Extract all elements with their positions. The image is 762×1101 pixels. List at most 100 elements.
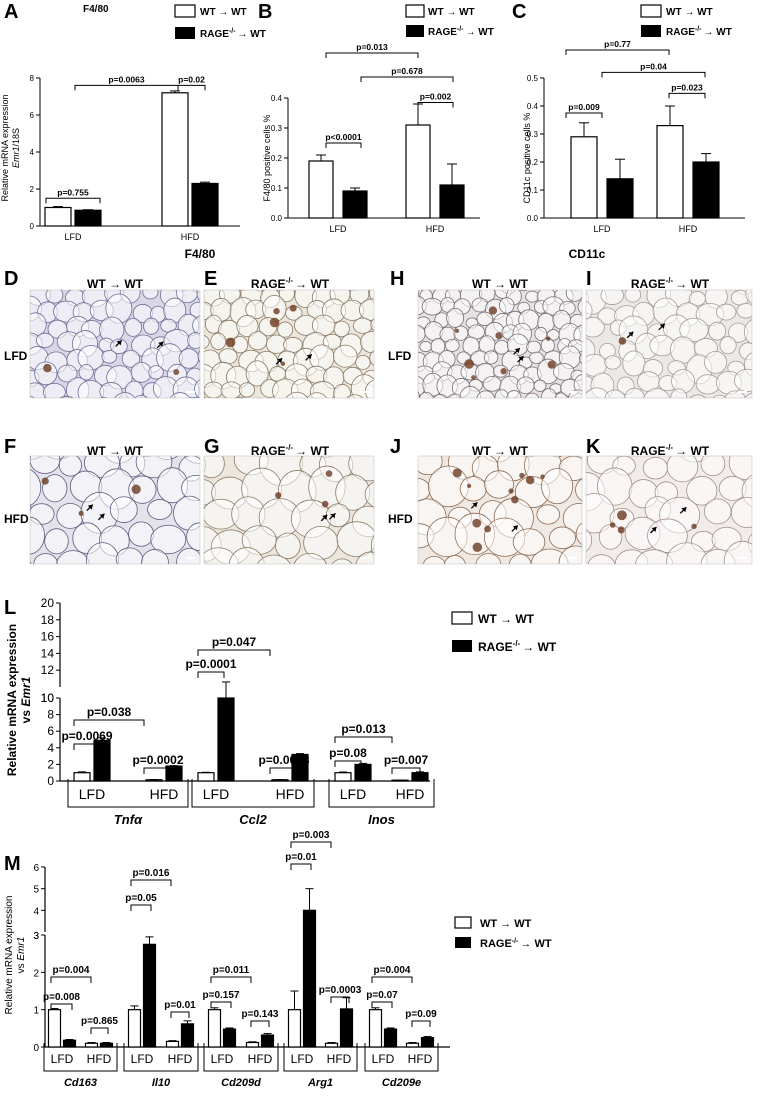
- p-value-label: p=0.002: [420, 92, 452, 102]
- adipocyte: [134, 394, 149, 398]
- bar-rage: [99, 1042, 114, 1048]
- adipocyte: [130, 361, 152, 383]
- significance-bracket: [74, 84, 179, 91]
- x-tick-label: HFD: [276, 786, 305, 802]
- significance-bracket: [50, 976, 92, 983]
- legend-rage-swatch: [175, 27, 195, 39]
- micro-label-k: RAGE-/- → WT: [631, 443, 710, 458]
- adipocyte: [422, 555, 446, 564]
- adipocyte: [728, 456, 752, 480]
- adipocyte: [346, 394, 364, 398]
- adipocyte: [418, 324, 426, 343]
- adipocyte: [209, 401, 232, 420]
- x-tick-label: HFD: [168, 1052, 193, 1066]
- bar-wt: [165, 1040, 180, 1048]
- adipocyte: [597, 415, 631, 454]
- p-value-label: p=0.157: [203, 990, 240, 1001]
- adipocyte: [257, 554, 291, 564]
- adipocyte: [436, 271, 455, 287]
- row-label-lfd-right: LFD: [388, 349, 412, 363]
- y-tick-label: 3: [33, 931, 39, 942]
- bar-rage: [165, 765, 183, 782]
- x-tick-label: LFD: [203, 786, 229, 802]
- adipocyte: [426, 275, 439, 288]
- panel-a-ylabel-2: Emr1/18S: [11, 128, 21, 168]
- adipocyte: [58, 456, 82, 477]
- adipocyte: [447, 393, 463, 398]
- stain-spot: [325, 470, 333, 477]
- adipocyte: [737, 416, 762, 455]
- x-tick-label: LFD: [64, 232, 82, 242]
- adipocyte: [708, 321, 727, 341]
- f480-section-title: F4/80: [185, 247, 216, 261]
- significance-bracket: [334, 760, 362, 767]
- adipocyte: [75, 400, 96, 417]
- legend-wt-label: WT → WT: [666, 7, 713, 18]
- adipocyte: [247, 331, 268, 351]
- micro-label-e: RAGE-/- → WT: [251, 276, 330, 291]
- stain-spot: [78, 510, 84, 516]
- adipocyte: [156, 456, 179, 460]
- significance-bracket: [411, 1020, 431, 1027]
- adipocyte: [220, 381, 242, 398]
- adipocyte: [538, 418, 571, 451]
- adipocyte: [355, 354, 371, 370]
- adipocyte: [309, 381, 336, 398]
- bar-rage: [302, 909, 317, 1048]
- y-tick-label: 0: [47, 774, 54, 788]
- adipocyte: [197, 349, 200, 364]
- bar-rage: [93, 739, 111, 782]
- adipocyte: [597, 267, 617, 287]
- x-tick-label: HFD: [426, 224, 445, 234]
- stain-spot: [452, 468, 462, 478]
- gene-label: Ccl2: [239, 812, 267, 827]
- adipocyte: [293, 553, 327, 564]
- adipocyte: [141, 549, 169, 564]
- adipocyte: [148, 365, 164, 380]
- adipocyte: [554, 392, 568, 398]
- adipocyte: [624, 290, 642, 303]
- p-value-label: p=0.0003: [258, 753, 309, 767]
- y-tick-label: 5: [33, 885, 39, 896]
- adipocyte: [277, 321, 294, 338]
- adipocyte: [245, 360, 269, 387]
- adipocyte: [121, 349, 141, 368]
- y-tick-label: 20: [41, 596, 55, 610]
- legend-rage-swatch: [641, 25, 661, 37]
- adipocyte: [586, 317, 605, 338]
- adipocyte: [567, 389, 582, 398]
- stain-spot: [131, 484, 141, 494]
- stain-spot: [609, 522, 616, 528]
- arrow-head: [116, 340, 122, 346]
- legend-rage-swatch: [452, 640, 472, 652]
- y-tick-label: 0.3: [271, 124, 283, 133]
- adipocyte: [60, 271, 78, 288]
- significance-bracket: [73, 719, 145, 726]
- p-value-label: p=0.003: [293, 830, 330, 841]
- adipocyte: [421, 297, 443, 316]
- adipocyte: [144, 268, 169, 289]
- legend-rage-label: RAGE-/- → WT: [428, 26, 494, 38]
- y-tick-label: 0.1: [271, 184, 283, 193]
- adipocyte: [306, 392, 327, 398]
- panel-c: C WT → WT RAGE-/- → WT CD11c positive cel…: [512, 1, 745, 234]
- panel-letter-e: E: [204, 268, 217, 290]
- arrow-head: [514, 348, 520, 354]
- x-tick-label: LFD: [79, 786, 105, 802]
- adipocyte: [529, 351, 544, 364]
- arrow-head: [659, 323, 665, 329]
- bar-wt: [405, 1042, 420, 1048]
- row-label-lfd-left: LFD: [4, 349, 28, 363]
- adipocyte: [724, 390, 746, 398]
- adipocyte: [482, 376, 502, 392]
- p-value-label: p=0.143: [242, 1009, 279, 1020]
- y-tick-label: 4: [30, 148, 35, 157]
- x-tick-label: LFD: [51, 1052, 74, 1066]
- significance-bracket: [565, 49, 670, 55]
- gene-label: Cd209d: [221, 1077, 261, 1089]
- gene-group-bracket: [123, 1043, 199, 1072]
- bar-wt: [405, 124, 431, 219]
- adipocyte: [549, 526, 576, 550]
- stain-spot: [41, 477, 49, 485]
- adipocyte: [46, 456, 70, 460]
